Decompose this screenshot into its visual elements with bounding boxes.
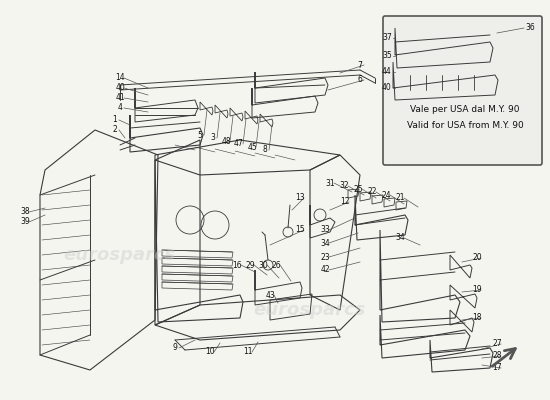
Text: 6: 6 xyxy=(358,76,362,84)
Text: 19: 19 xyxy=(472,286,482,294)
Text: 40: 40 xyxy=(115,84,125,92)
Text: 41: 41 xyxy=(115,94,125,102)
Text: 3: 3 xyxy=(211,134,216,142)
Text: 48: 48 xyxy=(221,136,231,146)
Text: 22: 22 xyxy=(367,188,377,196)
Text: 29: 29 xyxy=(245,260,255,270)
Text: 17: 17 xyxy=(492,364,502,372)
Text: 2: 2 xyxy=(113,126,117,134)
Text: 16: 16 xyxy=(232,260,242,270)
Text: 21: 21 xyxy=(395,194,405,202)
FancyBboxPatch shape xyxy=(383,16,542,165)
Text: 32: 32 xyxy=(339,182,349,190)
Text: 47: 47 xyxy=(234,140,244,148)
Text: Valid for USA from M.Y. 90: Valid for USA from M.Y. 90 xyxy=(406,120,524,130)
Text: 28: 28 xyxy=(492,352,502,360)
Text: 35: 35 xyxy=(382,52,392,60)
Text: 36: 36 xyxy=(525,24,535,32)
Text: 45: 45 xyxy=(247,142,257,152)
Text: 38: 38 xyxy=(20,208,30,216)
Text: Vale per USA dal M.Y. 90: Vale per USA dal M.Y. 90 xyxy=(410,106,520,114)
Text: 7: 7 xyxy=(358,60,362,70)
Text: 8: 8 xyxy=(263,146,267,154)
Text: 24: 24 xyxy=(381,190,391,200)
Text: eurosparcs: eurosparcs xyxy=(64,246,176,264)
Text: 39: 39 xyxy=(20,218,30,226)
Text: 37: 37 xyxy=(382,34,392,42)
Text: 13: 13 xyxy=(295,194,305,202)
Text: 15: 15 xyxy=(295,226,305,234)
Text: 26: 26 xyxy=(271,260,281,270)
Text: 14: 14 xyxy=(115,74,125,82)
Text: 34: 34 xyxy=(395,234,405,242)
Text: 33: 33 xyxy=(320,226,330,234)
Text: 40: 40 xyxy=(382,84,392,92)
Text: 12: 12 xyxy=(340,198,350,206)
Text: 20: 20 xyxy=(472,254,482,262)
Text: 43: 43 xyxy=(265,290,275,300)
Text: 1: 1 xyxy=(113,116,117,124)
Text: 18: 18 xyxy=(472,314,482,322)
Text: 4: 4 xyxy=(118,104,123,112)
Text: eurosparcs: eurosparcs xyxy=(254,301,366,319)
Text: 9: 9 xyxy=(173,344,178,352)
Text: 27: 27 xyxy=(492,340,502,348)
Text: 44: 44 xyxy=(382,68,392,76)
Text: 34: 34 xyxy=(320,238,330,248)
Text: 10: 10 xyxy=(205,348,215,356)
Text: 23: 23 xyxy=(320,252,330,262)
Text: 5: 5 xyxy=(197,130,202,140)
Text: 25: 25 xyxy=(353,184,363,194)
Text: 11: 11 xyxy=(243,348,253,356)
Text: 42: 42 xyxy=(320,266,330,274)
Text: 30: 30 xyxy=(258,260,268,270)
Text: 31: 31 xyxy=(325,178,335,188)
